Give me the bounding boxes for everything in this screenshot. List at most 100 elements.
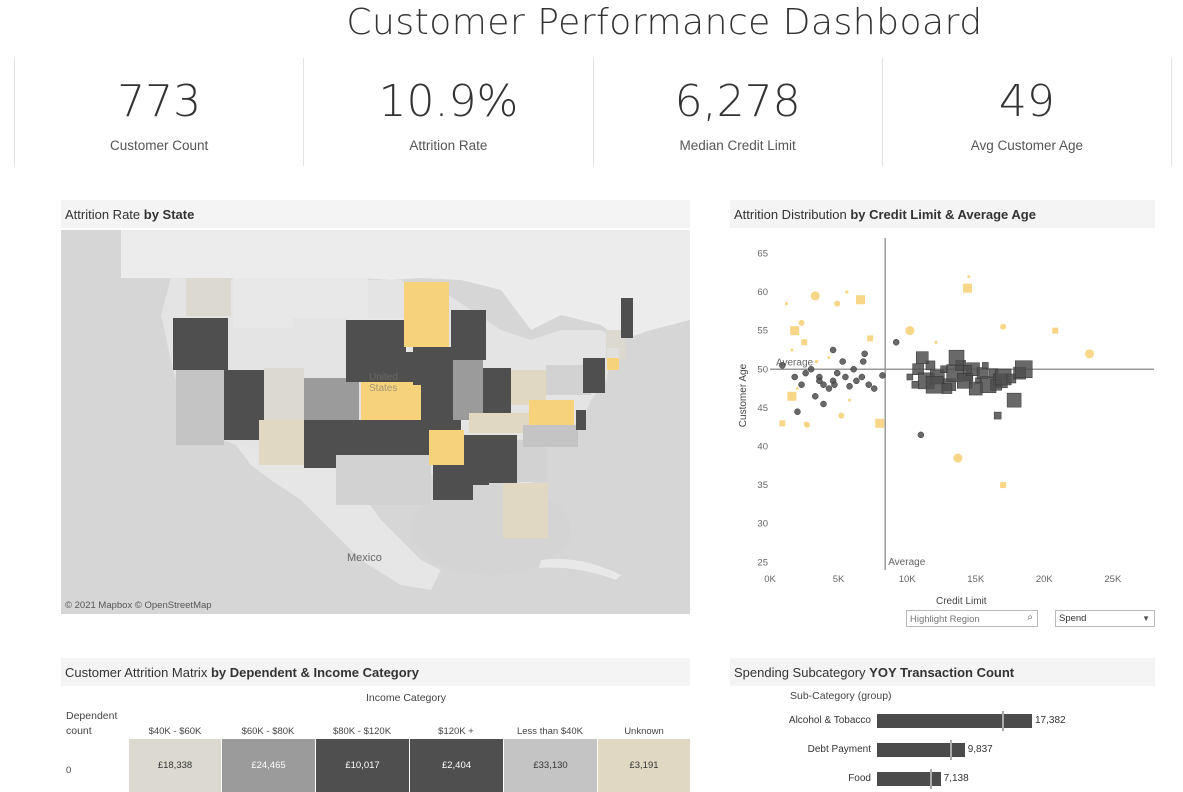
data-point <box>829 346 837 354</box>
bar-reference-line <box>1001 711 1004 731</box>
subcategory-bar-chart: Sub-Category (group) Alcohol & Tobacco 17… <box>730 686 1155 792</box>
kpi-attrition-rate: 10.9% Attrition Rate <box>303 58 592 166</box>
data-point <box>860 358 867 365</box>
map-title-prefix: Attrition Rate <box>65 207 144 222</box>
matrix-row-label: 0 <box>66 765 72 776</box>
bars-group-header: Sub-Category (group) <box>790 690 892 702</box>
x-tick-label: 10K <box>899 574 917 585</box>
data-point <box>865 381 872 388</box>
bar-value: 17,382 <box>1035 715 1066 726</box>
data-point <box>905 326 915 336</box>
scatter-title-bold: by Credit Limit & Average Age <box>850 207 1036 222</box>
kpi-label: Attrition Rate <box>409 138 488 153</box>
kpi-value: 773 <box>117 76 202 127</box>
bar-label: Food <box>848 773 871 784</box>
data-point <box>861 350 868 358</box>
y-tick-label: 35 <box>757 480 768 491</box>
matrix-cell[interactable]: £2,404 <box>410 739 503 792</box>
data-point <box>892 338 900 346</box>
map-graphic <box>61 230 690 614</box>
data-point <box>820 381 827 388</box>
matrix-col-header: $120K + <box>438 726 474 737</box>
data-point <box>1052 327 1059 334</box>
data-point <box>834 300 841 307</box>
data-point <box>858 373 866 381</box>
data-point <box>1006 392 1022 408</box>
scatter-chart[interactable]: 25 30 35 40 45 50 55 60 65 0K 5K 10K 15K 20K 25K Averag… <box>730 230 1155 610</box>
kpi-avg-customer-age: 49 Avg Customer Age <box>881 58 1172 166</box>
kpi-label: Median Credit Limit <box>679 138 796 153</box>
data-point <box>1014 360 1033 379</box>
highlight-region-input[interactable] <box>907 611 1037 626</box>
x-tick-label: 0K <box>764 574 776 585</box>
matrix-cell[interactable]: £3,191 <box>598 739 690 792</box>
matrix-column-group: Income Category <box>366 692 446 704</box>
data-point <box>838 412 845 419</box>
data-point <box>839 358 846 365</box>
data-point <box>831 381 838 388</box>
data-point <box>790 326 800 336</box>
data-point <box>816 377 823 385</box>
data-point <box>784 302 788 306</box>
map-title-bold: by State <box>143 207 195 222</box>
measure-dropdown[interactable]: Spend ▼ <box>1055 610 1155 627</box>
bar-reference-line <box>950 740 953 760</box>
data-point <box>804 421 811 428</box>
data-point <box>845 290 849 294</box>
matrix-title-bold: by Dependent & Income Category <box>210 665 419 680</box>
kpi-strip: 773 Customer Count 10.9% Attrition Rate … <box>14 58 1172 166</box>
matrix-cell[interactable]: £18,338 <box>129 739 221 792</box>
data-point <box>815 360 819 364</box>
y-axis-title: Customer Age <box>738 363 750 428</box>
data-point <box>967 275 971 279</box>
matrix-cell[interactable]: £10,017 <box>316 739 409 792</box>
avg-age-label: Average <box>776 357 814 368</box>
data-point <box>982 362 989 369</box>
search-icon[interactable]: ⌕ <box>1027 612 1033 623</box>
data-point <box>1000 482 1007 489</box>
data-point <box>795 387 799 391</box>
x-tick-label: 20K <box>1036 574 1054 585</box>
kpi-label: Avg Customer Age <box>970 138 1084 153</box>
data-point <box>941 383 953 394</box>
kpi-value: 6,278 <box>674 76 801 127</box>
data-point <box>953 453 963 463</box>
bar[interactable] <box>877 714 1032 728</box>
matrix-col-header: Unknown <box>624 726 664 737</box>
map-credit: © 2021 Mapbox © OpenStreetMap <box>65 600 212 611</box>
data-point <box>917 431 925 439</box>
state-map[interactable]: Mexico United States © 2021 Mapbox © Ope… <box>61 230 690 614</box>
data-point <box>853 377 860 385</box>
kpi-value: 10.9% <box>378 76 519 127</box>
bar-reference-line <box>929 769 932 789</box>
bar-value: 7,138 <box>943 773 969 784</box>
matrix-col-header: $60K - $80K <box>241 726 295 737</box>
matrix-title-prefix: Customer Attrition Matrix <box>65 665 211 680</box>
bar[interactable] <box>877 743 965 757</box>
x-tick-label: 15K <box>967 574 985 585</box>
data-point <box>810 291 820 301</box>
y-tick-label: 45 <box>757 403 768 414</box>
bar-label: Alcohol & Tobacco <box>788 715 871 726</box>
y-tick-label: 65 <box>757 248 768 259</box>
matrix-panel-header: Customer Attrition Matrix by Dependent &… <box>61 658 690 686</box>
data-point <box>801 339 808 346</box>
data-point <box>798 319 805 326</box>
data-point <box>911 380 920 389</box>
x-tick-label: 25K <box>1104 574 1122 585</box>
bar[interactable] <box>877 772 941 786</box>
map-panel-header: Attrition Rate by State <box>61 200 690 228</box>
matrix-cell[interactable]: £33,130 <box>504 739 597 792</box>
y-tick-label: 50 <box>757 364 768 375</box>
chevron-down-icon[interactable]: ▼ <box>1142 614 1150 623</box>
x-axis-title: Credit Limit <box>936 596 987 607</box>
data-point <box>812 393 819 400</box>
bars-title-bold: YOY Transaction Count <box>869 665 1015 680</box>
y-tick-label: 60 <box>757 287 768 298</box>
matrix-cell[interactable]: £24,465 <box>222 739 315 792</box>
bar-label: Debt Payment <box>807 744 871 755</box>
highlight-region-field[interactable]: ⌕ <box>906 610 1038 627</box>
data-point <box>825 385 833 392</box>
y-tick-label: 55 <box>757 326 768 337</box>
attrition-matrix: Income Category Dependent count $40K - $… <box>61 686 690 792</box>
